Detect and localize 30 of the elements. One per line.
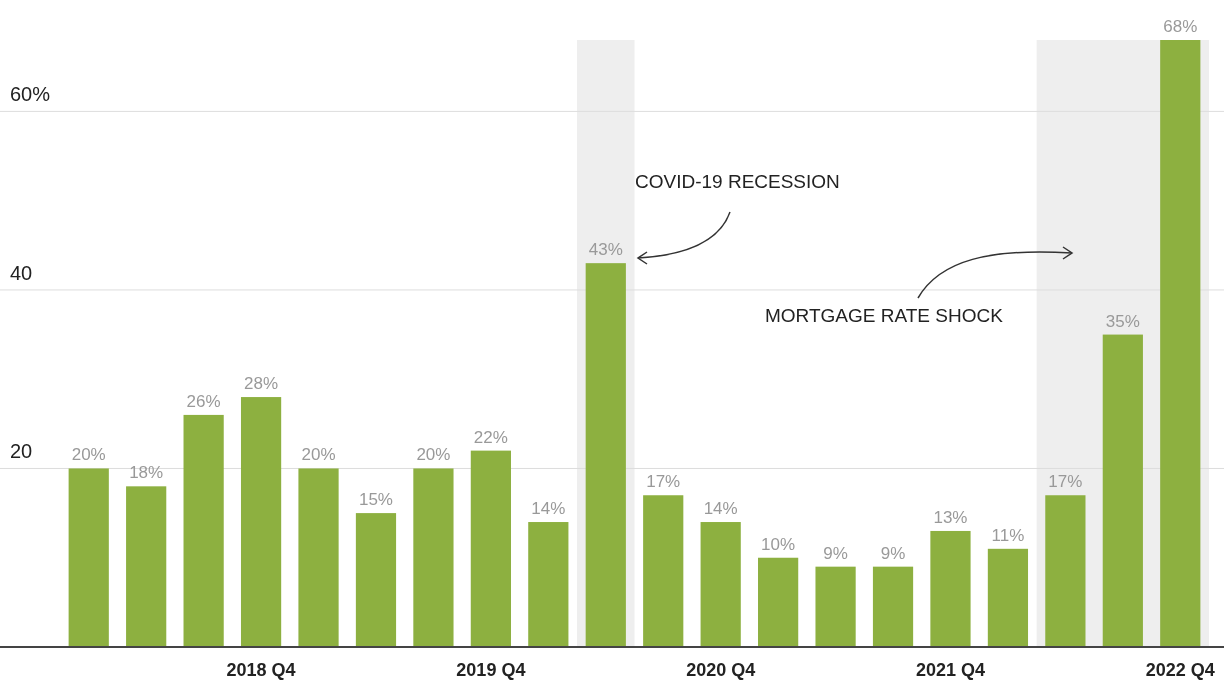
data-label: 68% [1163,17,1198,36]
annotation: COVID-19 RECESSION [635,171,840,192]
data-label: 9% [880,543,906,563]
y-tick-label: 40 [10,261,33,284]
data-label: 17% [646,472,681,492]
y-tick-label: 20 [10,440,33,463]
x-tick-label: 2020 Q4 [686,660,756,680]
data-label: 14% [703,499,738,519]
data-label: 43% [588,240,623,260]
x-tick-label: 2019 Q4 [456,660,526,680]
annotation: MORTGAGE RATE SHOCK [765,305,1004,326]
data-label: 20% [71,445,106,465]
data-label: 26% [186,391,221,411]
data-label: 20% [301,445,336,465]
x-tick-label: 2018 Q4 [226,660,296,680]
data-label: 15% [358,490,393,510]
data-label: 13% [933,507,968,527]
data-label: 17% [1048,472,1083,492]
data-label: 11% [991,525,1025,545]
data-label: 20% [416,445,451,465]
x-tick-label: 2022 Q4 [1145,660,1215,680]
y-tick-label: 60% [10,83,51,106]
data-label: 28% [244,374,279,394]
data-label: 35% [1105,311,1140,331]
data-label: 18% [129,463,164,483]
data-label: 10% [761,534,796,554]
data-label: 22% [473,427,508,447]
data-label: 14% [531,499,566,519]
x-tick-label: 2021 Q4 [915,660,986,680]
data-label: 9% [823,543,848,563]
